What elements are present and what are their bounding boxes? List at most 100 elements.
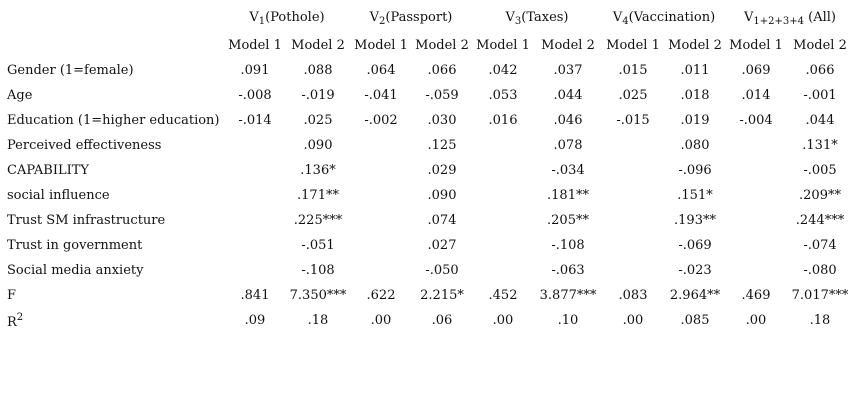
table-cell: .181** xyxy=(547,188,589,203)
table-cell: .030 xyxy=(427,113,457,128)
model-label: Model 1 xyxy=(729,38,783,53)
table-cell: .244*** xyxy=(795,213,845,228)
row-label: Social media anxiety xyxy=(4,258,224,283)
table-cell: -.096 xyxy=(678,163,712,178)
table-cell: -.014 xyxy=(238,113,272,128)
table-cell: .014 xyxy=(741,88,771,103)
table-cell: .027 xyxy=(427,238,457,253)
table-cell: -.074 xyxy=(803,238,837,253)
table-cell: .193** xyxy=(674,213,716,228)
table-cell: .00 xyxy=(370,313,392,328)
table-cell: 2.964** xyxy=(669,288,721,303)
table-cell: .18 xyxy=(809,313,831,328)
row-label: Education (1=higher education) xyxy=(4,108,224,133)
table-cell: .225*** xyxy=(293,213,343,228)
group-suffix: (Taxes) xyxy=(521,9,569,25)
table-cell xyxy=(472,208,534,233)
row-label-text: Education (1=higher education) xyxy=(7,113,220,128)
table-row: Perceived effectiveness .090 .125 .078 .080.… xyxy=(4,133,854,158)
table-cell xyxy=(472,258,534,283)
group-subscript: 4 xyxy=(622,15,629,27)
model-label: Model 1 xyxy=(606,38,660,53)
table-cell: .019 xyxy=(680,113,710,128)
model-label: Model 1 xyxy=(228,38,282,53)
group-suffix: (All) xyxy=(804,9,836,25)
table-cell: .078 xyxy=(553,138,583,153)
corner-cell xyxy=(4,33,224,58)
group-suffix: (Pothole) xyxy=(265,9,325,25)
group-subscript: 3 xyxy=(514,15,522,27)
group-prefix: V xyxy=(612,9,623,25)
table-cell: 7.017*** xyxy=(791,288,849,303)
table-cell: .088 xyxy=(303,63,333,78)
table-cell: .025 xyxy=(618,88,648,103)
table-cell: .18 xyxy=(307,313,329,328)
table-cell xyxy=(224,158,286,183)
table-cell: 3.877*** xyxy=(539,288,597,303)
table-row: social influence .171** .090 .181** .151* .20… xyxy=(4,183,854,208)
table-cell xyxy=(602,158,664,183)
group-suffix: (Passport) xyxy=(385,9,453,25)
table-cell xyxy=(602,133,664,158)
group-header: V1(Pothole) xyxy=(224,3,350,33)
table-cell: .09 xyxy=(244,313,266,328)
table-cell: .037 xyxy=(553,63,583,78)
table-cell: -.080 xyxy=(803,263,837,278)
table-cell: .042 xyxy=(488,63,518,78)
table-cell xyxy=(726,158,786,183)
table-cell: .205** xyxy=(547,213,589,228)
table-cell: .018 xyxy=(680,88,710,103)
table-cell: -.108 xyxy=(551,238,585,253)
table-cell: -.034 xyxy=(551,163,585,178)
group-prefix: V xyxy=(505,9,515,25)
model-label: Model 2 xyxy=(541,38,595,53)
table-cell: .090 xyxy=(303,138,333,153)
table-cell: .083 xyxy=(618,288,648,303)
table-cell: -.002 xyxy=(364,113,398,128)
table-cell: -.008 xyxy=(238,88,272,103)
row-label: R2 xyxy=(4,308,224,333)
table-cell xyxy=(602,208,664,233)
model-label: Model 2 xyxy=(793,38,847,53)
table-cell xyxy=(350,133,412,158)
group-prefix: V xyxy=(249,9,259,25)
row-label: Trust SM infrastructure xyxy=(4,208,224,233)
corner-cell xyxy=(4,3,224,33)
table-cell xyxy=(224,133,286,158)
table-cell: .171** xyxy=(297,188,339,203)
table-cell: -.108 xyxy=(301,263,335,278)
model-label: Model 2 xyxy=(415,38,469,53)
row-label-superscript: 2 xyxy=(16,311,24,323)
table-cell: .025 xyxy=(303,113,333,128)
row-label-text: Age xyxy=(7,88,33,103)
table-cell xyxy=(472,233,534,258)
table-row: CAPABILITY .136* .029 -.034 -.096 -.005 xyxy=(4,158,854,183)
table-cell xyxy=(224,233,286,258)
table-cell: .085 xyxy=(680,313,710,328)
row-label: F xyxy=(4,283,224,308)
table-cell: .06 xyxy=(431,313,453,328)
model-label: Model 2 xyxy=(291,38,345,53)
table-cell: .136* xyxy=(300,163,336,178)
table-cell: 2.215* xyxy=(420,288,464,303)
table-cell xyxy=(472,133,534,158)
table-cell xyxy=(350,183,412,208)
table-cell xyxy=(726,233,786,258)
table-cell: -.019 xyxy=(301,88,335,103)
row-label-text: social influence xyxy=(7,188,110,203)
table-cell: -.063 xyxy=(551,263,585,278)
table-cell xyxy=(224,183,286,208)
table-row: R2 .09 .18 .00 .06 .00 .10 .00 .085 .00 .18 xyxy=(4,308,854,333)
row-label-text: Trust SM infrastructure xyxy=(7,213,166,228)
row-label: Gender (1=female) xyxy=(4,58,224,83)
table-cell: .10 xyxy=(557,313,579,328)
table-cell xyxy=(602,233,664,258)
table-cell: -.041 xyxy=(364,88,398,103)
row-label: social influence xyxy=(4,183,224,208)
table-cell: .074 xyxy=(427,213,457,228)
group-header: V1+2+3+4 (All) xyxy=(726,3,854,33)
row-label-text: Social media anxiety xyxy=(7,263,144,278)
row-label: Age xyxy=(4,83,224,108)
table-cell: .209** xyxy=(799,188,841,203)
table-cell: 7.350*** xyxy=(289,288,347,303)
